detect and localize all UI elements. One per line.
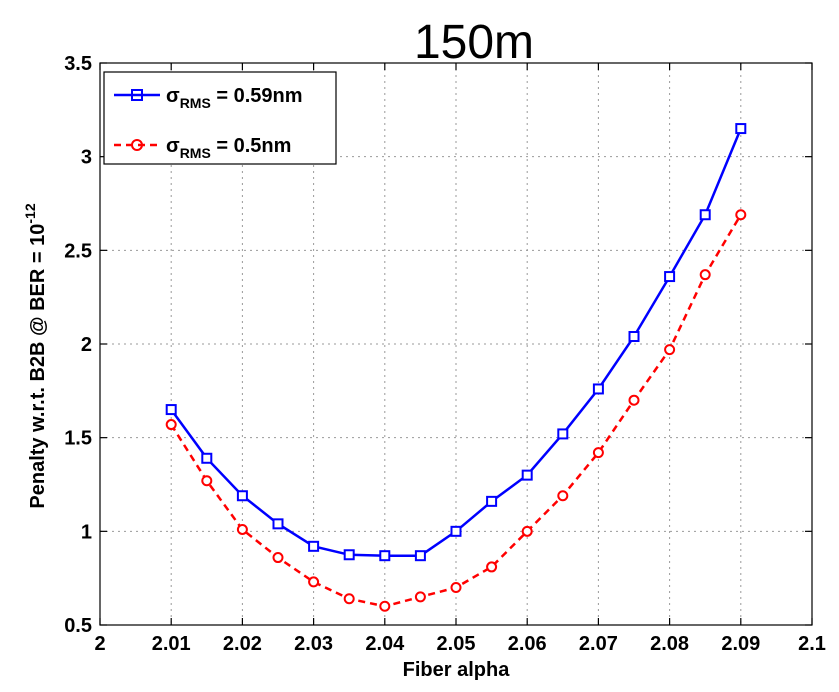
y-tick-label: 2.5 (64, 240, 92, 262)
series-2-point (343, 593, 355, 605)
series-2-point (592, 447, 604, 459)
series-2-point (664, 344, 676, 356)
series-1-point (486, 495, 498, 507)
x-tick-label: 2.05 (437, 633, 476, 655)
legend: σRMS = 0.59nm σRMS = 0.5nm (103, 71, 337, 165)
series-1-point (664, 271, 676, 283)
y-axis-label-main: Penalty w.r.t. B2B @ BER = 10 (27, 224, 49, 509)
series-2-point (236, 523, 248, 535)
y-tick-label: 3 (81, 147, 92, 169)
x-tick-label: 2.09 (721, 633, 760, 655)
y-tick-label: 0.5 (64, 615, 92, 637)
series-2-point (699, 269, 711, 281)
series-2-point (735, 209, 747, 221)
series-2-point (557, 490, 569, 502)
legend-label-series-2: σRMS = 0.5nm (166, 135, 291, 161)
series-1-point (628, 331, 640, 343)
legend-label-series-1: σRMS = 0.59nm (166, 85, 303, 111)
series-2-point (308, 576, 320, 588)
series-2-point (486, 561, 498, 573)
y-axis-ticks: 0.5 1 1.5 2 2.5 3 3.5 (64, 53, 812, 637)
legend-subscript-series-2: RMS (180, 145, 211, 161)
series-2-point (165, 419, 177, 431)
y-tick-label: 1.5 (64, 428, 92, 450)
series-1-point (165, 404, 177, 416)
series-1-point (735, 123, 747, 135)
series-1-point (343, 549, 355, 561)
x-axis-label: Fiber alpha (403, 659, 511, 681)
legend-symbol-series-1: σ (166, 85, 180, 107)
legend-subscript-series-1: RMS (180, 95, 211, 111)
series-2 (165, 209, 747, 612)
x-tick-label: 2.02 (223, 633, 262, 655)
series-2-point (201, 475, 213, 487)
x-tick-label: 2.04 (365, 633, 405, 655)
x-tick-label: 2.08 (650, 633, 689, 655)
series-1-point (699, 209, 711, 221)
legend-entry-series-1: σRMS = 0.59nm (114, 85, 303, 111)
series-2-point (272, 552, 284, 564)
series-1 (165, 123, 747, 562)
legend-box (103, 71, 337, 165)
y-axis-label-exponent: -12 (22, 203, 38, 223)
x-tick-label: 2.03 (294, 633, 333, 655)
y-tick-label: 1 (81, 521, 92, 543)
series-1-point (201, 452, 213, 464)
series-1-point (557, 428, 569, 440)
series-2-point (414, 591, 426, 603)
legend-symbol-series-2: σ (166, 135, 180, 157)
series-2-point (628, 394, 640, 406)
x-tick-label: 2.01 (152, 633, 191, 655)
y-tick-label: 2 (81, 334, 92, 356)
legend-value-series-1: = 0.59nm (211, 85, 303, 107)
series-2-point (450, 582, 462, 594)
series-1-point (450, 525, 462, 537)
data-series (165, 123, 747, 612)
x-axis-ticks: 2 2.01 2.02 2.03 2.04 2.05 2.06 2.07 2.08 2.09 2.1 (94, 63, 826, 655)
series-2-point (521, 525, 533, 537)
x-tick-label: 2.07 (579, 633, 618, 655)
series-1-point (236, 490, 248, 502)
x-tick-label: 2.1 (798, 633, 826, 655)
legend-marker-series-2 (131, 139, 143, 151)
legend-marker-series-1 (131, 89, 143, 101)
series-1-point (521, 469, 533, 481)
x-tick-label: 2 (94, 633, 105, 655)
legend-entry-series-2: σRMS = 0.5nm (114, 135, 291, 161)
series-1-point (414, 550, 426, 562)
series-1-point (308, 540, 320, 552)
series-1-point (272, 518, 284, 530)
series-1-point (379, 550, 391, 562)
y-tick-label: 3.5 (64, 53, 92, 75)
legend-value-series-2: = 0.5nm (211, 135, 292, 157)
y-axis-label: Penalty w.r.t. B2B @ BER = 10-12 (22, 203, 49, 508)
series-1-point (592, 383, 604, 395)
chart-title: 150m (414, 16, 534, 69)
x-tick-label: 2.06 (508, 633, 547, 655)
series-2-point (379, 600, 391, 612)
